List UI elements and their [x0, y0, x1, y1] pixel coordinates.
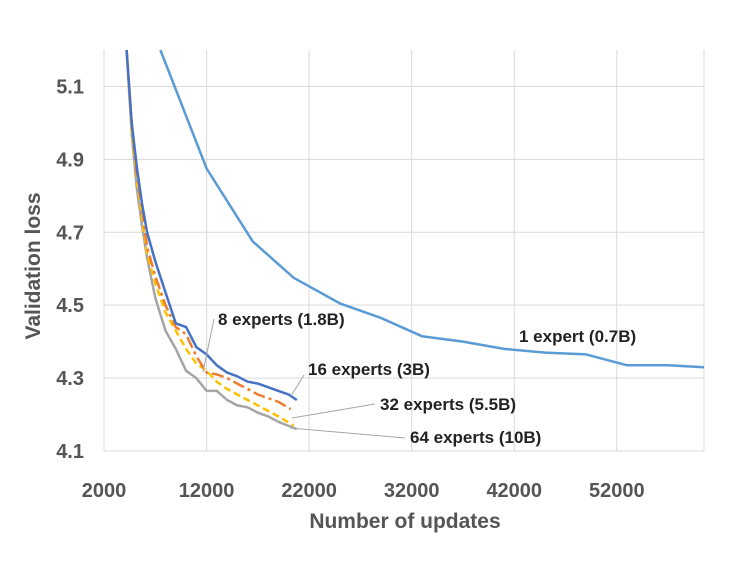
- annotation-leader-line: [290, 374, 305, 397]
- x-tick-label: 42000: [486, 480, 542, 502]
- y-axis-title: Validation loss: [22, 192, 45, 339]
- x-tick-label: 2000: [82, 480, 127, 502]
- y-tick-label: 4.1: [56, 441, 84, 463]
- x-tick-label: 32000: [384, 480, 440, 502]
- series-line: [125, 49, 295, 427]
- y-tick-label: 5.1: [56, 76, 84, 98]
- series-annotation: 64 experts (10B): [410, 428, 541, 447]
- series-annotations: 1 expert (0.7B) 8 experts (1.8B) 16 expert…: [218, 310, 636, 447]
- annotation-leader-line: [289, 427, 406, 439]
- series-line: [125, 49, 298, 402]
- series-line: [125, 49, 298, 431]
- annotation-leader-line: [291, 403, 376, 419]
- y-tick-label: 4.9: [56, 149, 84, 171]
- series-annotation: 16 experts (3B): [308, 360, 430, 379]
- x-tick-label: 22000: [281, 480, 337, 502]
- annotation-leader-line: [202, 318, 215, 373]
- series-annotation: 8 experts (1.8B): [218, 310, 345, 329]
- y-tick-label: 4.7: [56, 222, 84, 244]
- series-line: [159, 49, 705, 369]
- y-tick-label: 4.5: [56, 295, 84, 317]
- series-annotation: 1 expert (0.7B): [519, 327, 636, 346]
- y-tick-label: 4.3: [56, 368, 84, 390]
- x-axis-title: Number of updates: [309, 510, 500, 533]
- annotation-leaders: [202, 318, 406, 439]
- series-annotation: 32 experts (5.5B): [380, 395, 516, 414]
- series-lines: [125, 49, 705, 431]
- x-tick-label: 12000: [179, 480, 235, 502]
- series-line: [125, 49, 292, 411]
- grid-lines: [103, 50, 705, 452]
- tick-labels: 4.1 4.3 4.5 4.7 4.9 5.1 2000 12000 22000 32000 420…: [56, 76, 644, 502]
- x-tick-label: 52000: [589, 480, 645, 502]
